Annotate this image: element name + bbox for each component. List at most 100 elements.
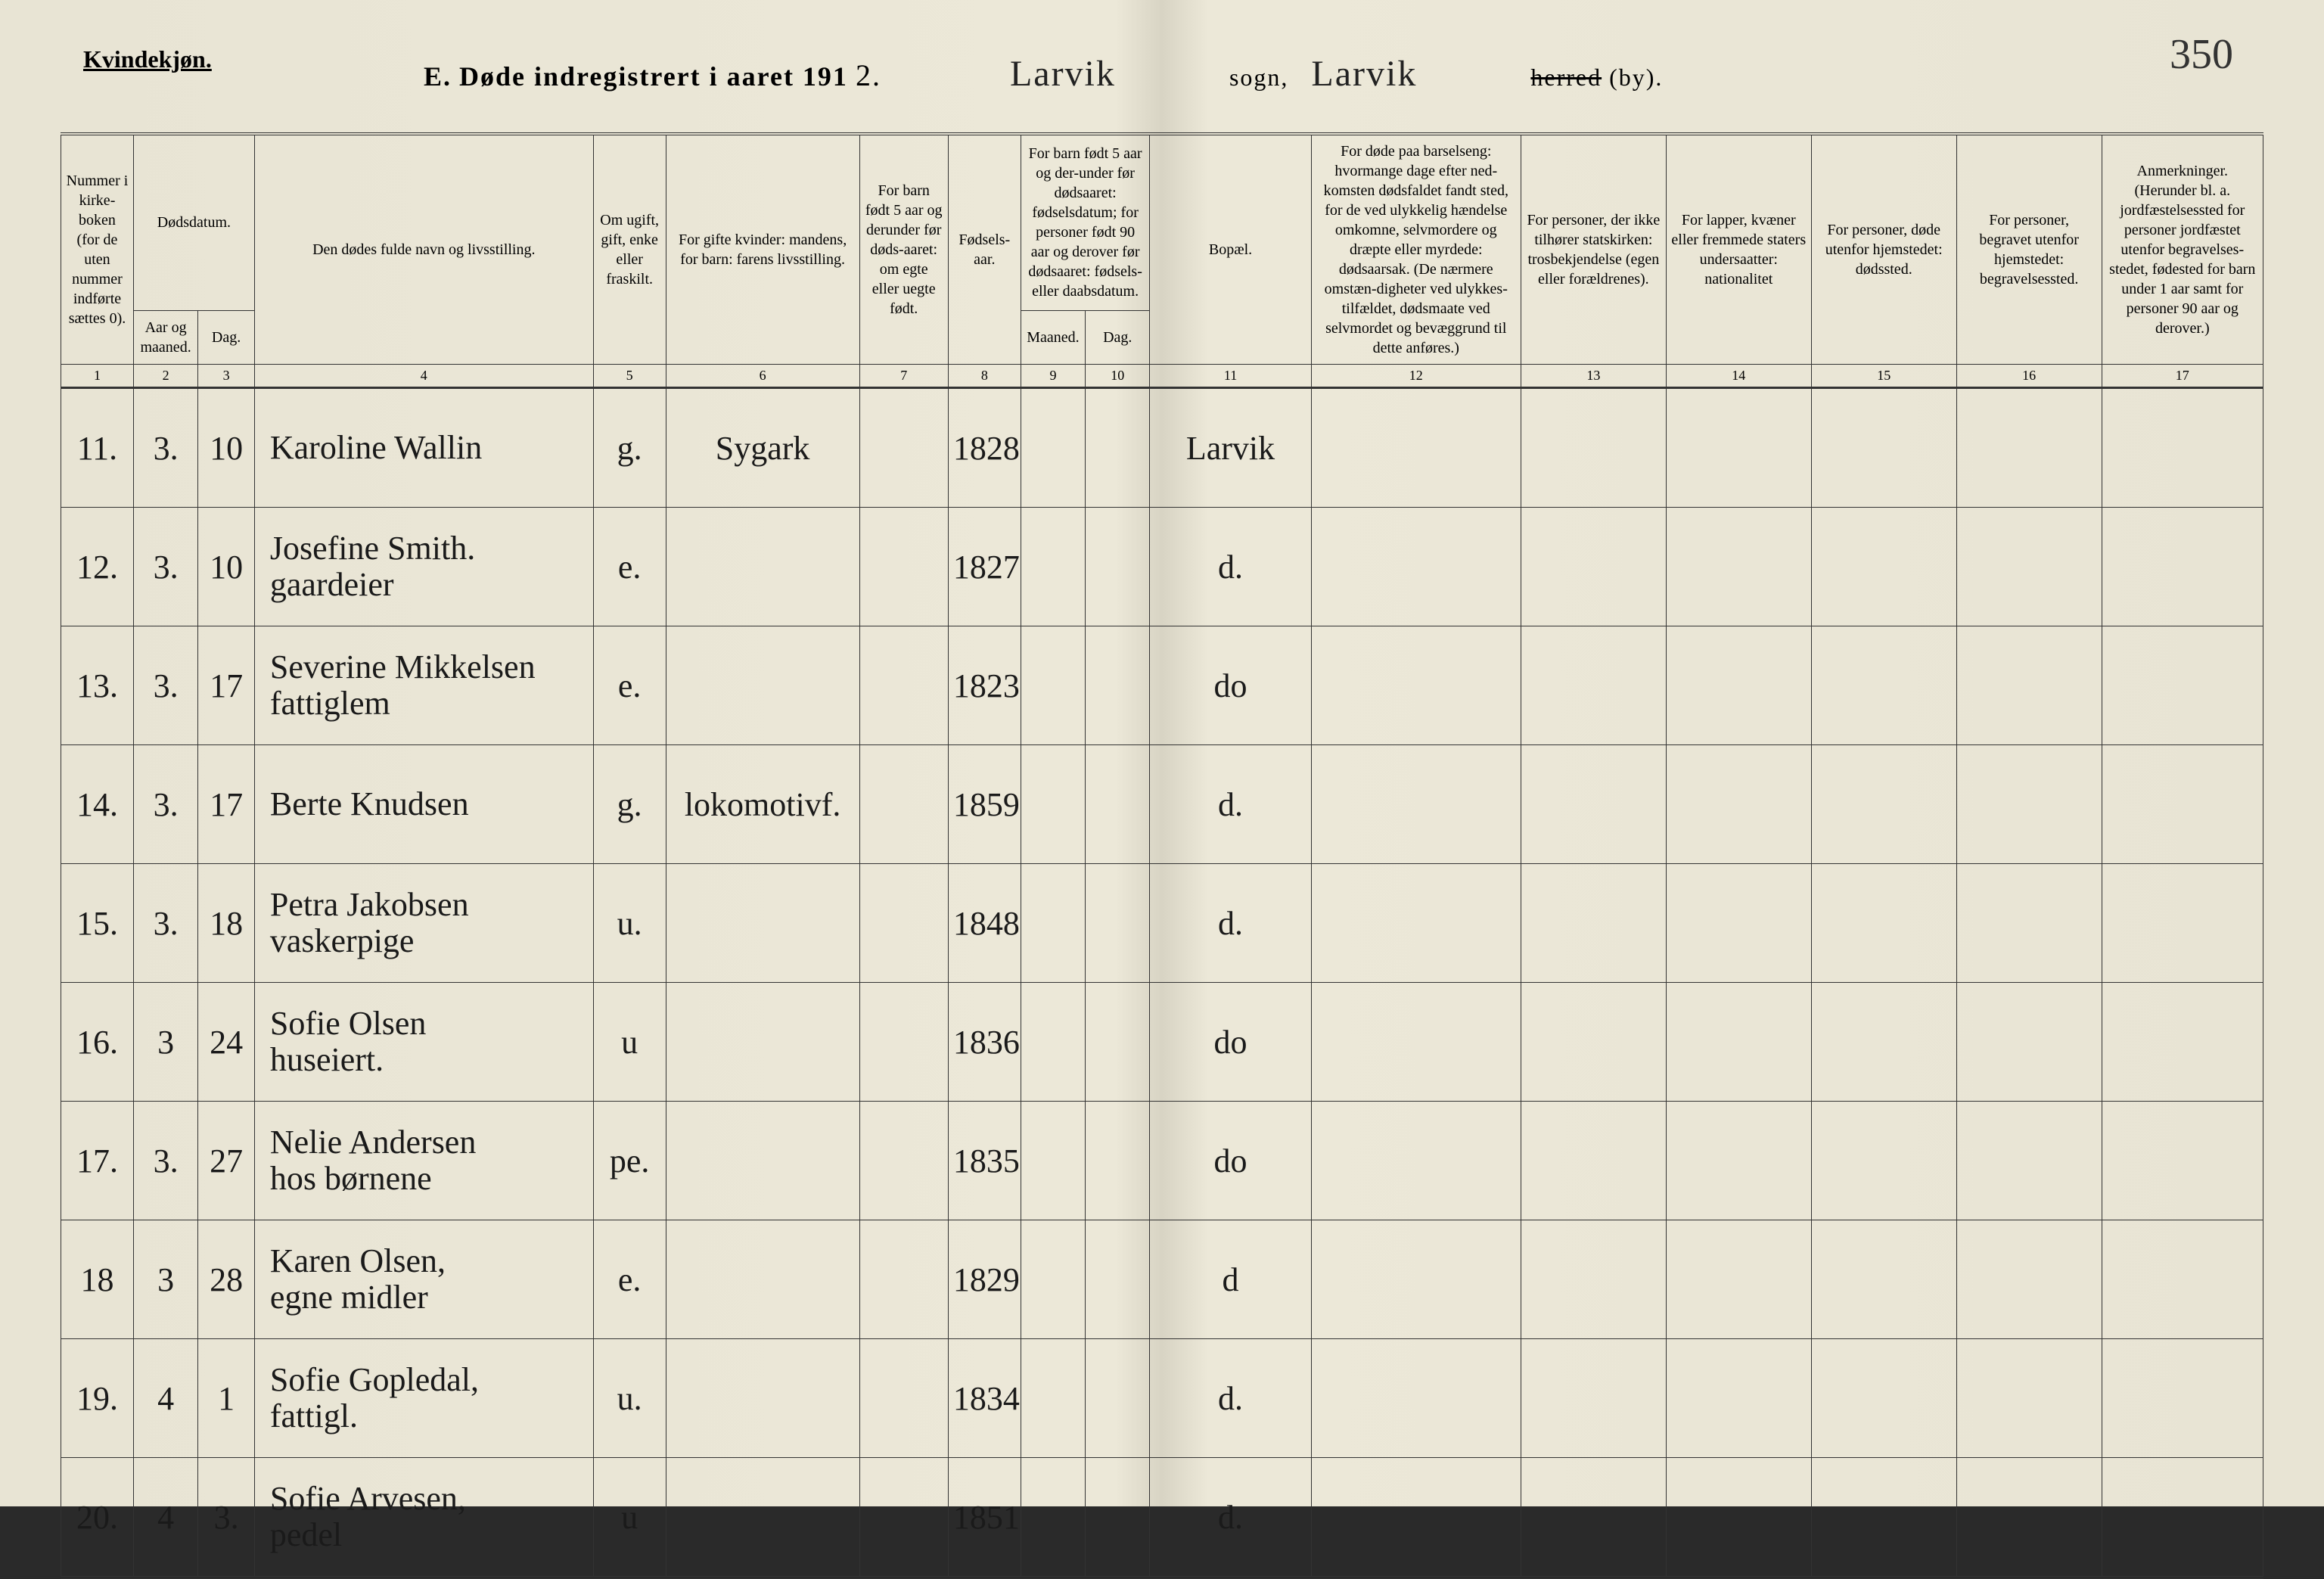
gender-label: Kvindekjøn. <box>83 45 212 73</box>
cell: 16. <box>61 983 134 1102</box>
cell <box>1956 1339 2102 1458</box>
title-text: Døde indregistrert i aaret 191 <box>459 61 848 92</box>
cell: lokomotivf. <box>666 745 859 864</box>
cell <box>1811 1339 1956 1458</box>
colnum: 8 <box>948 365 1021 388</box>
cell <box>859 1339 948 1458</box>
cell <box>1956 1220 2102 1339</box>
name: Nelie Andersen <box>270 1124 476 1161</box>
cell <box>1666 626 1811 745</box>
cell: 4 <box>133 1458 197 1578</box>
cell <box>1956 745 2102 864</box>
cell: Karen Olsen,egne midler <box>254 1220 593 1339</box>
cell: d. <box>1150 864 1311 983</box>
cell <box>859 864 948 983</box>
cell <box>1521 1102 1666 1220</box>
cell <box>2102 1458 2263 1578</box>
cell <box>2102 388 2263 508</box>
cell: do <box>1150 983 1311 1102</box>
cell: d <box>1150 1220 1311 1339</box>
cell <box>1811 864 1956 983</box>
cell: 18 <box>61 1220 134 1339</box>
cell <box>1086 388 1150 508</box>
cell <box>1086 1102 1150 1220</box>
cell <box>1311 508 1521 626</box>
table-row: 18328Karen Olsen,egne midlere.1829d <box>61 1220 2263 1339</box>
cell <box>1021 1458 1085 1578</box>
cell <box>859 1220 948 1339</box>
cell: u. <box>593 1339 666 1458</box>
cell: 17 <box>198 745 255 864</box>
cell <box>1956 508 2102 626</box>
cell <box>1666 388 1811 508</box>
occupation: huseiert. <box>270 1041 384 1078</box>
cell: 1829 <box>948 1220 1021 1339</box>
cell <box>1086 1339 1150 1458</box>
cell: 3. <box>133 745 197 864</box>
occupation: vaskerpige <box>270 922 415 959</box>
table-body: 11.3.10Karoline Walling.Sygark1828Larvik… <box>61 388 2263 1578</box>
cell <box>1521 1458 1666 1578</box>
cell <box>2102 626 2263 745</box>
header-c7: For barn født 5 aar og derunder før døds… <box>859 134 948 365</box>
name: Petra Jakobsen <box>270 886 469 923</box>
cell: u <box>593 1458 666 1578</box>
cell <box>1086 1458 1150 1578</box>
colnum: 3 <box>198 365 255 388</box>
name: Severine Mikkelsen <box>270 648 536 685</box>
cell: 1823 <box>948 626 1021 745</box>
table-row: 12.3.10Josefine Smith.gaardeiere.1827d. <box>61 508 2263 626</box>
cell <box>666 1339 859 1458</box>
header-c5: Om ugift, gift, enke eller fraskilt. <box>593 134 666 365</box>
cell <box>1311 1102 1521 1220</box>
cell <box>1521 1339 1666 1458</box>
cell: d. <box>1150 745 1311 864</box>
cell <box>1811 388 1956 508</box>
cell: 1827 <box>948 508 1021 626</box>
table-head: Nummer i kirke-boken (for de uten nummer… <box>61 134 2263 388</box>
cell <box>1086 864 1150 983</box>
cell: 17 <box>198 626 255 745</box>
cell: 3. <box>133 1102 197 1220</box>
herred-written: Larvik <box>1296 53 1477 95</box>
cell <box>1086 626 1150 745</box>
cell <box>1666 508 1811 626</box>
colnum: 15 <box>1811 365 1956 388</box>
column-number-row: 1 2 3 4 5 6 7 8 9 10 11 12 13 14 15 16 1… <box>61 365 2263 388</box>
cell <box>1811 1102 1956 1220</box>
cell: Petra Jakobsenvaskerpige <box>254 864 593 983</box>
cell <box>859 983 948 1102</box>
cell <box>1311 388 1521 508</box>
cell: 18 <box>198 864 255 983</box>
cell: u. <box>593 864 666 983</box>
name: Sofie Gopledal, <box>270 1361 479 1398</box>
colnum: 7 <box>859 365 948 388</box>
occupation: fattiglem <box>270 685 390 722</box>
header-c2-3: Dødsdatum. <box>133 134 254 310</box>
cell <box>1311 864 1521 983</box>
cell <box>666 983 859 1102</box>
cell: 1 <box>198 1339 255 1458</box>
cell <box>1521 864 1666 983</box>
cell <box>1956 1102 2102 1220</box>
header-c12: For døde paa barselseng: hvormange dage … <box>1311 134 1521 365</box>
header-c6: For gifte kvinder: mandens, for barn: fa… <box>666 134 859 365</box>
cell <box>1021 1102 1085 1220</box>
cell <box>859 626 948 745</box>
header-c1: Nummer i kirke-boken (for de uten nummer… <box>61 134 134 365</box>
cell: 3. <box>133 626 197 745</box>
cell: Berte Knudsen <box>254 745 593 864</box>
cell <box>1021 864 1085 983</box>
cell: Sofie Gopledal,fattigl. <box>254 1339 593 1458</box>
cell <box>1311 626 1521 745</box>
cell: 3. <box>133 388 197 508</box>
cell <box>859 745 948 864</box>
header-c11: Bopæl. <box>1150 134 1311 365</box>
name: Berte Knudsen <box>270 785 469 822</box>
table-row: 14.3.17Berte Knudseng.lokomotivf.1859d. <box>61 745 2263 864</box>
colnum: 12 <box>1311 365 1521 388</box>
cell <box>1086 983 1150 1102</box>
cell <box>666 1458 859 1578</box>
cell <box>1666 1339 1811 1458</box>
cell <box>859 508 948 626</box>
